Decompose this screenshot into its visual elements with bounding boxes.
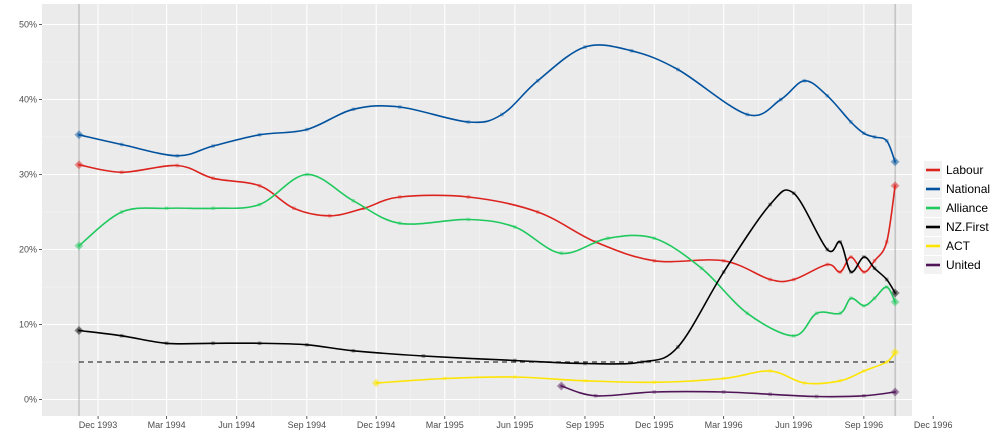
legend-label-nzfirst: NZ.First [946, 220, 989, 234]
series-line-nzfirst [78, 189, 896, 365]
y-tick-label: 0% [24, 395, 37, 405]
x-tick-label: Sep 1995 [566, 420, 605, 430]
legend-label-alliance: Alliance [946, 201, 988, 215]
series-line-united [560, 385, 896, 398]
y-tick-label: 40% [19, 95, 37, 105]
x-tick-label: Dec 1995 [635, 420, 674, 430]
legend-label-united: United [946, 258, 981, 272]
series-line-national [78, 44, 896, 163]
y-tick-label: 30% [19, 170, 37, 180]
legend: Labour National Alliance NZ.First ACT United [924, 161, 990, 274]
election-date-lines [78, 4, 896, 416]
x-tick-label: Jun 1995 [496, 420, 533, 430]
x-tick-label: Dec 1993 [79, 420, 118, 430]
x-tick-label: Mar 1995 [426, 420, 464, 430]
x-tick-label: Sep 1994 [288, 420, 327, 430]
trend-lines [78, 44, 896, 398]
x-tick-label: Jun 1994 [218, 420, 255, 430]
legend-label-act: ACT [946, 239, 971, 253]
x-tick-label: Dec 1994 [357, 420, 396, 430]
series-line-act [375, 351, 896, 385]
x-axis: Dec 1993 Mar 1994 Jun 1994 Sep 1994 Dec 1994… [79, 416, 953, 430]
y-tick-label: 50% [19, 20, 37, 30]
x-tick-label: Jun 1996 [775, 420, 812, 430]
x-tick-label: Dec 1996 [914, 420, 953, 430]
legend-label-labour: Labour [946, 163, 983, 177]
major-gridlines [42, 4, 934, 416]
legend-label-national: National [946, 182, 990, 196]
y-axis: 0% 10% 20% 30% 40% 50% [19, 20, 42, 405]
plot-panel [42, 4, 912, 416]
x-tick-label: Mar 1994 [148, 420, 186, 430]
y-tick-label: 10% [19, 320, 37, 330]
y-tick-label: 20% [19, 245, 37, 255]
x-tick-label: Sep 1996 [845, 420, 884, 430]
x-tick-label: Mar 1996 [705, 420, 743, 430]
series-line-alliance [78, 173, 896, 337]
